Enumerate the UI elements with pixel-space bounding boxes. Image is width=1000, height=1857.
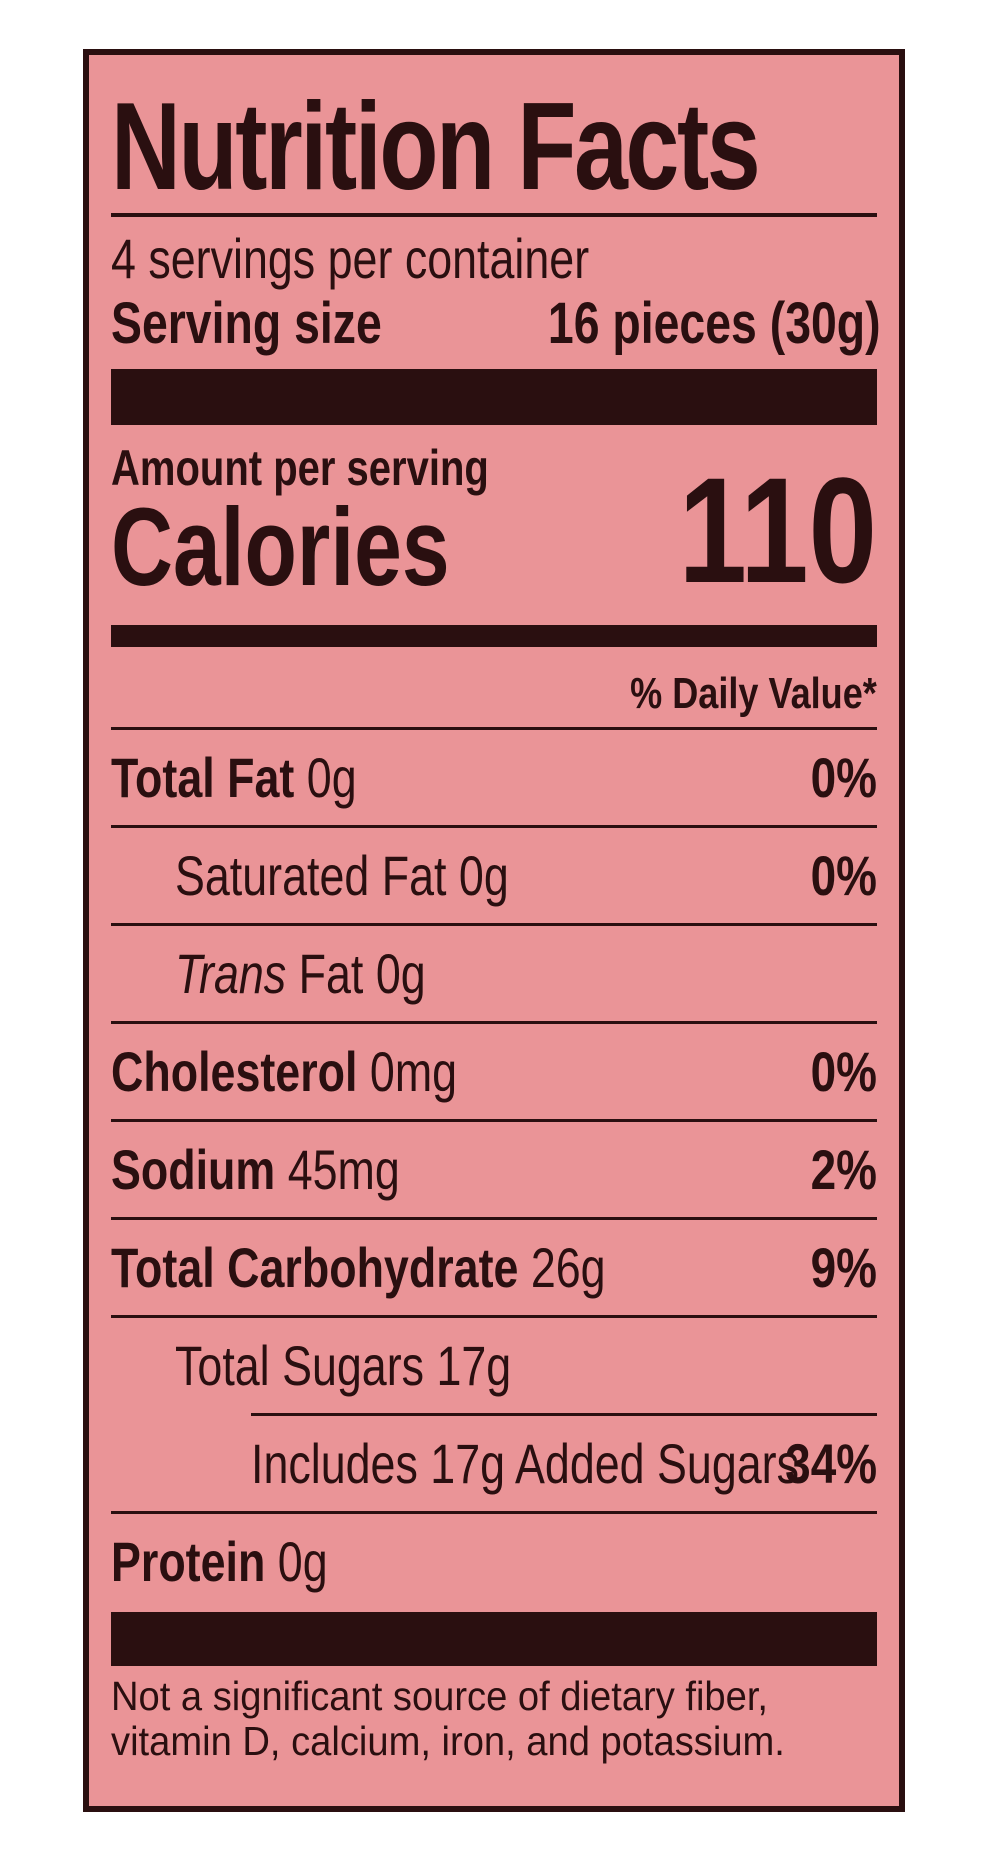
serving-size-label: Serving size xyxy=(111,291,382,356)
nutrient-amount: 45mg xyxy=(287,1138,400,1201)
nutrient-name: Saturated Fat xyxy=(175,844,447,907)
nutrient-name: Trans xyxy=(175,942,287,1005)
footnote-line-1: Not a significant source of dietary fibe… xyxy=(111,1673,769,1719)
nutrient-amount: 26g xyxy=(530,1236,606,1299)
nutrient-dv: 0% xyxy=(810,844,877,907)
nutrient-name: Total Sugars xyxy=(175,1334,425,1397)
nutrient-amount: 0g xyxy=(375,942,426,1005)
serving-size: Serving size 16 pieces (30g) xyxy=(111,291,881,359)
row-rule xyxy=(111,1315,877,1318)
nutrient-row-protein: Protein 0g xyxy=(111,1514,877,1612)
title-rule xyxy=(111,213,877,217)
label-title: Nutrition Facts xyxy=(111,78,761,216)
nutrient-name: Protein xyxy=(111,1530,266,1593)
nutrient-amount: 0g xyxy=(458,844,509,907)
footnote-line-2: vitamin D, calcium, iron, and potassium. xyxy=(111,1718,785,1765)
nutrient-dv: 34% xyxy=(785,1432,877,1495)
calories-value: 110 xyxy=(678,446,877,614)
row-rule xyxy=(111,825,877,828)
nutrient-row-total-fat: Total Fat 0g 0% xyxy=(111,730,877,828)
nutrient-name: Cholesterol xyxy=(111,1040,358,1103)
nutrient-amount: 0mg xyxy=(369,1040,458,1103)
amount-per-serving: Amount per serving xyxy=(111,440,489,496)
daily-value-text: % Daily Value* xyxy=(630,669,877,718)
nutrient-amount: 17g xyxy=(436,1334,512,1397)
thick-rule-bottom xyxy=(111,1612,877,1666)
row-rule-partial xyxy=(251,1413,877,1416)
nutrient-row-cholesterol: Cholesterol 0mg 0% xyxy=(111,1024,877,1122)
thick-rule-top xyxy=(111,369,877,425)
medium-rule xyxy=(111,625,877,647)
nutrient-dv: 2% xyxy=(810,1138,877,1201)
dv-rule xyxy=(111,727,877,730)
servings-per-container: 4 servings per container xyxy=(111,227,590,290)
nutrient-amount: 0g xyxy=(277,1530,328,1593)
nutrient-amount: 0g xyxy=(306,746,357,809)
row-rule xyxy=(111,1511,877,1514)
nutrient-row-trans-fat: Trans Fat 0g xyxy=(111,926,877,1024)
nutrient-row-added-sugars: Includes 17g Added Sugars 34% xyxy=(111,1416,877,1514)
calories-label: Calories xyxy=(111,486,450,609)
row-rule xyxy=(111,923,877,926)
nutrient-dv: 0% xyxy=(810,1040,877,1103)
row-rule xyxy=(111,1021,877,1024)
nutrition-facts-label: Nutrition Facts 4 servings per container… xyxy=(83,49,905,1812)
nutrient-dv: 0% xyxy=(810,746,877,809)
serving-size-value: 16 pieces (30g) xyxy=(547,291,881,356)
nutrient-row-total-carbohydrate: Total Carbohydrate 26g 9% xyxy=(111,1220,877,1318)
row-rule xyxy=(111,1217,877,1220)
nutrient-row-total-sugars: Total Sugars 17g xyxy=(111,1318,877,1416)
nutrient-name: Sodium xyxy=(111,1138,276,1201)
nutrient-row-saturated-fat: Saturated Fat 0g 0% xyxy=(111,828,877,926)
nutrient-name: Total Carbohydrate xyxy=(111,1236,519,1299)
nutrient-name: Includes 17g Added Sugars xyxy=(251,1432,799,1495)
daily-value-header: % Daily Value* xyxy=(111,647,877,727)
nutrient-row-sodium: Sodium 45mg 2% xyxy=(111,1122,877,1220)
nutrient-dv: 9% xyxy=(810,1236,877,1299)
footnote: Not a significant source of dietary fibe… xyxy=(111,1673,877,1765)
row-rule xyxy=(111,1119,877,1122)
nutrient-name: Total Fat xyxy=(111,746,295,809)
nutrient-name-suffix: Fat xyxy=(298,942,364,1005)
calories-block: Amount per serving Calories 110 xyxy=(111,425,877,625)
